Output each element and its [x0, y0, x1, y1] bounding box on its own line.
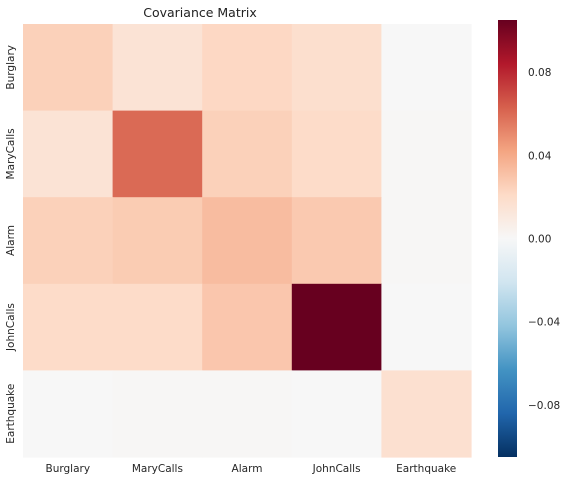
y-tick-label: JohnCalls — [5, 303, 17, 352]
heatmap-cell — [112, 197, 203, 285]
x-tick-label: MaryCalls — [132, 463, 183, 475]
colorbar-tick-label: 0.08 — [528, 67, 551, 79]
heatmap-cell — [23, 197, 114, 285]
heatmap-cell — [202, 110, 293, 198]
heatmap-cell — [112, 283, 203, 371]
chart-title: Covariance Matrix — [143, 5, 257, 20]
heatmap-cell — [112, 24, 203, 112]
heatmap-cell — [381, 197, 472, 285]
x-tick-label: Earthquake — [396, 463, 456, 475]
colorbar-tick-label: −0.08 — [528, 400, 560, 412]
y-tick-label: MaryCalls — [5, 128, 17, 179]
heatmap-cell — [381, 110, 472, 198]
x-tick-label: Alarm — [232, 463, 263, 475]
x-tick-label: Burglary — [46, 463, 91, 475]
heatmap-cell — [202, 197, 293, 285]
y-tick-label: Burglary — [5, 45, 17, 90]
colorbar-gradient — [498, 20, 517, 457]
heatmap-cell — [381, 370, 472, 458]
x-tick-labels: Burglary MaryCalls Alarm JohnCalls Earthquak… — [46, 463, 457, 475]
y-tick-label: Alarm — [5, 225, 17, 256]
heatmap-cell — [381, 24, 472, 112]
heatmap-cell — [202, 283, 293, 371]
heatmap-cell — [291, 370, 382, 458]
heatmap-cell — [23, 283, 114, 371]
heatmap-cell — [291, 24, 382, 112]
colorbar-tick-label: −0.04 — [528, 317, 560, 329]
heatmap-cell — [291, 110, 382, 198]
heatmap-cell — [202, 24, 293, 112]
y-tick-labels: Burglary MaryCalls Alarm JohnCalls Earthquak… — [5, 45, 17, 444]
heatmap-cell — [23, 24, 114, 112]
colorbar-tick-label: 0.04 — [528, 150, 552, 162]
colorbar-tick-label: 0.00 — [528, 234, 551, 246]
heatmap-cell — [23, 110, 114, 198]
heatmap-cell — [23, 370, 114, 458]
x-tick-label: JohnCalls — [312, 463, 361, 475]
colorbar: −0.08 −0.04 0.00 0.04 0.08 — [498, 20, 560, 457]
y-tick-label: Earthquake — [5, 384, 17, 444]
heatmap-cell — [381, 283, 472, 371]
heatmap-cell — [112, 370, 203, 458]
heatmap-cell — [112, 110, 203, 198]
heatmap-cell — [291, 197, 382, 285]
heatmap-cell — [202, 370, 293, 458]
heatmap-cell — [291, 283, 382, 371]
heatmap-cells — [23, 24, 472, 458]
